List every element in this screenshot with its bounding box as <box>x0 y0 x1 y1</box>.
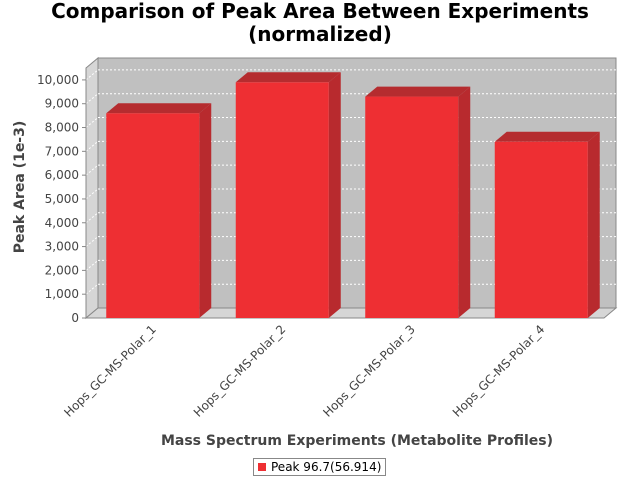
gridline-depth <box>85 69 99 81</box>
chart-title-line-1: Comparison of Peak Area Between Experime… <box>51 0 589 23</box>
y-tick-label: 3,000 <box>45 240 79 254</box>
gridline-depth <box>85 93 99 105</box>
gridline-depth <box>85 164 99 176</box>
legend: Peak 96.7(56.914) <box>253 458 387 476</box>
legend-swatch <box>258 463 266 471</box>
x-tick-label: Hops_GC-MS-Polar_2 <box>191 322 289 420</box>
bar <box>494 141 588 318</box>
x-tick-label: Hops_GC-MS-Polar_3 <box>320 322 418 420</box>
y-tick-label: 0 <box>71 311 79 325</box>
bar <box>365 96 459 318</box>
gridline-depth <box>85 140 99 152</box>
bar <box>235 82 329 319</box>
bars <box>106 72 600 319</box>
y-tick-label: 10,000 <box>37 73 79 87</box>
bar-top <box>365 86 471 97</box>
plot-left-wall <box>85 56 99 320</box>
bar-top <box>106 103 212 114</box>
y-tick-label: 6,000 <box>45 168 79 182</box>
y-tick-label: 2,000 <box>45 263 79 277</box>
x-tick-label: Hops_GC-MS-Polar_1 <box>61 322 159 420</box>
gridlines <box>85 69 616 295</box>
y-tick-label: 5,000 <box>45 192 79 206</box>
gridline-depth <box>85 212 99 224</box>
chart-title-line-2: (normalized) <box>248 22 392 46</box>
bar-top <box>494 131 600 142</box>
y-tick-label: 4,000 <box>45 216 79 230</box>
bar-side <box>587 131 600 318</box>
bar-side <box>328 72 341 319</box>
gridline-depth <box>85 117 99 128</box>
y-tick-label: 9,000 <box>45 97 79 111</box>
y-tick-label: 8,000 <box>45 121 79 135</box>
bar-top <box>235 72 341 83</box>
y-axis-title: Peak Area (1e-3) <box>12 121 28 254</box>
legend-label: Peak 96.7(56.914) <box>271 460 382 474</box>
bar-side <box>199 103 212 318</box>
bar <box>106 113 200 318</box>
gridline-depth <box>85 259 99 271</box>
y-tick-label: 1,000 <box>45 287 79 301</box>
gridline-depth <box>85 188 99 200</box>
bar-side <box>458 86 471 318</box>
gridline-depth <box>85 236 99 247</box>
y-tick-label: 7,000 <box>45 144 79 158</box>
x-axis-title: Mass Spectrum Experiments (Metabolite Pr… <box>161 433 553 449</box>
chart-title: Comparison of Peak Area Between Experime… <box>0 0 640 46</box>
gridline-depth <box>85 283 99 295</box>
x-tick-label: Hops_GC-MS-Polar_4 <box>450 322 548 420</box>
